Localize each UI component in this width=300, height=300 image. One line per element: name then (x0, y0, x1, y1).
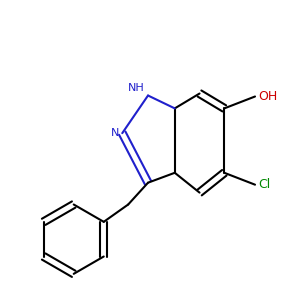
Text: Cl: Cl (258, 178, 270, 191)
Text: NH: NH (128, 82, 145, 92)
Text: OH: OH (258, 90, 277, 103)
Text: N: N (111, 128, 119, 138)
